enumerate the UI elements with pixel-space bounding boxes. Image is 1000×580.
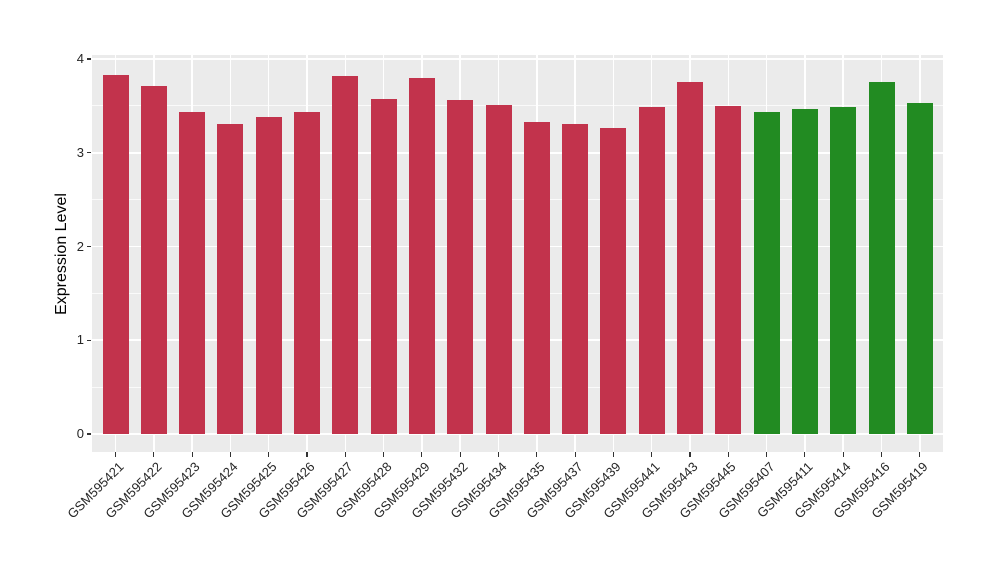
x-axis-tick bbox=[727, 452, 729, 457]
x-axis-tick bbox=[229, 452, 231, 457]
bar-GSM595421 bbox=[102, 74, 129, 434]
y-axis-tick bbox=[87, 245, 91, 248]
x-axis-tick bbox=[114, 452, 117, 457]
bar-GSM595439 bbox=[600, 128, 627, 434]
bar-GSM595426 bbox=[294, 111, 320, 434]
x-axis-tick bbox=[919, 452, 921, 457]
bar-GSM595434 bbox=[485, 104, 512, 434]
x-axis-tick bbox=[880, 452, 883, 457]
x-axis-tick bbox=[497, 452, 500, 457]
bar-GSM595414 bbox=[830, 106, 857, 434]
bar-GSM595428 bbox=[370, 99, 397, 434]
y-tick-label-4: 4 bbox=[76, 51, 84, 66]
x-axis-tick bbox=[383, 452, 385, 457]
bar-GSM595443 bbox=[677, 82, 703, 434]
x-axis-tick bbox=[804, 452, 806, 457]
x-axis-tick bbox=[651, 452, 653, 457]
h-gridline-minor bbox=[92, 105, 943, 107]
y-axis-tick bbox=[87, 339, 91, 341]
x-axis-tick bbox=[268, 452, 270, 457]
h-gridline-major bbox=[92, 245, 943, 248]
plot-panel bbox=[92, 55, 943, 452]
y-tick-label-0: 0 bbox=[76, 426, 84, 441]
bar-GSM595441 bbox=[638, 106, 665, 434]
y-axis-tick bbox=[87, 152, 91, 154]
bar-GSM595432 bbox=[447, 100, 474, 434]
x-axis-tick bbox=[536, 452, 538, 457]
bar-GSM595422 bbox=[140, 86, 167, 434]
x-axis-tick bbox=[574, 452, 576, 457]
x-axis-tick bbox=[344, 452, 346, 457]
bar-GSM595429 bbox=[408, 77, 435, 434]
h-gridline-major bbox=[92, 151, 943, 154]
bar-GSM595411 bbox=[791, 108, 818, 434]
h-gridline-minor bbox=[92, 199, 943, 201]
bar-GSM595416 bbox=[868, 81, 895, 434]
bar-GSM595425 bbox=[255, 117, 282, 434]
x-axis-tick bbox=[842, 452, 844, 457]
bar-GSM595419 bbox=[906, 103, 933, 434]
h-gridline-major bbox=[92, 433, 943, 435]
x-axis-tick bbox=[191, 452, 193, 457]
h-gridline-major bbox=[92, 58, 943, 60]
x-axis-tick bbox=[459, 452, 461, 457]
x-axis-tick bbox=[306, 452, 308, 457]
x-axis-tick bbox=[153, 452, 155, 457]
h-gridline-minor bbox=[92, 386, 943, 388]
bar-GSM595437 bbox=[562, 123, 589, 434]
x-axis-tick bbox=[689, 452, 691, 457]
y-tick-label-1: 1 bbox=[76, 332, 84, 348]
bar-GSM595427 bbox=[332, 75, 359, 434]
x-axis-tick bbox=[612, 452, 614, 457]
bar-GSM595445 bbox=[715, 105, 742, 434]
bar-GSM595424 bbox=[217, 123, 244, 434]
h-gridline-major bbox=[92, 339, 943, 342]
bar-GSM595435 bbox=[523, 121, 550, 434]
y-tick-label-3: 3 bbox=[76, 144, 84, 160]
y-tick-label-2: 2 bbox=[76, 238, 84, 254]
bar-GSM595423 bbox=[179, 111, 206, 434]
bar-GSM595407 bbox=[753, 112, 780, 434]
y-axis-tick bbox=[87, 433, 91, 435]
x-axis-tick bbox=[766, 452, 768, 457]
y-axis-tick bbox=[87, 58, 91, 60]
x-axis-tick bbox=[421, 452, 423, 457]
h-gridline-minor bbox=[92, 292, 943, 294]
